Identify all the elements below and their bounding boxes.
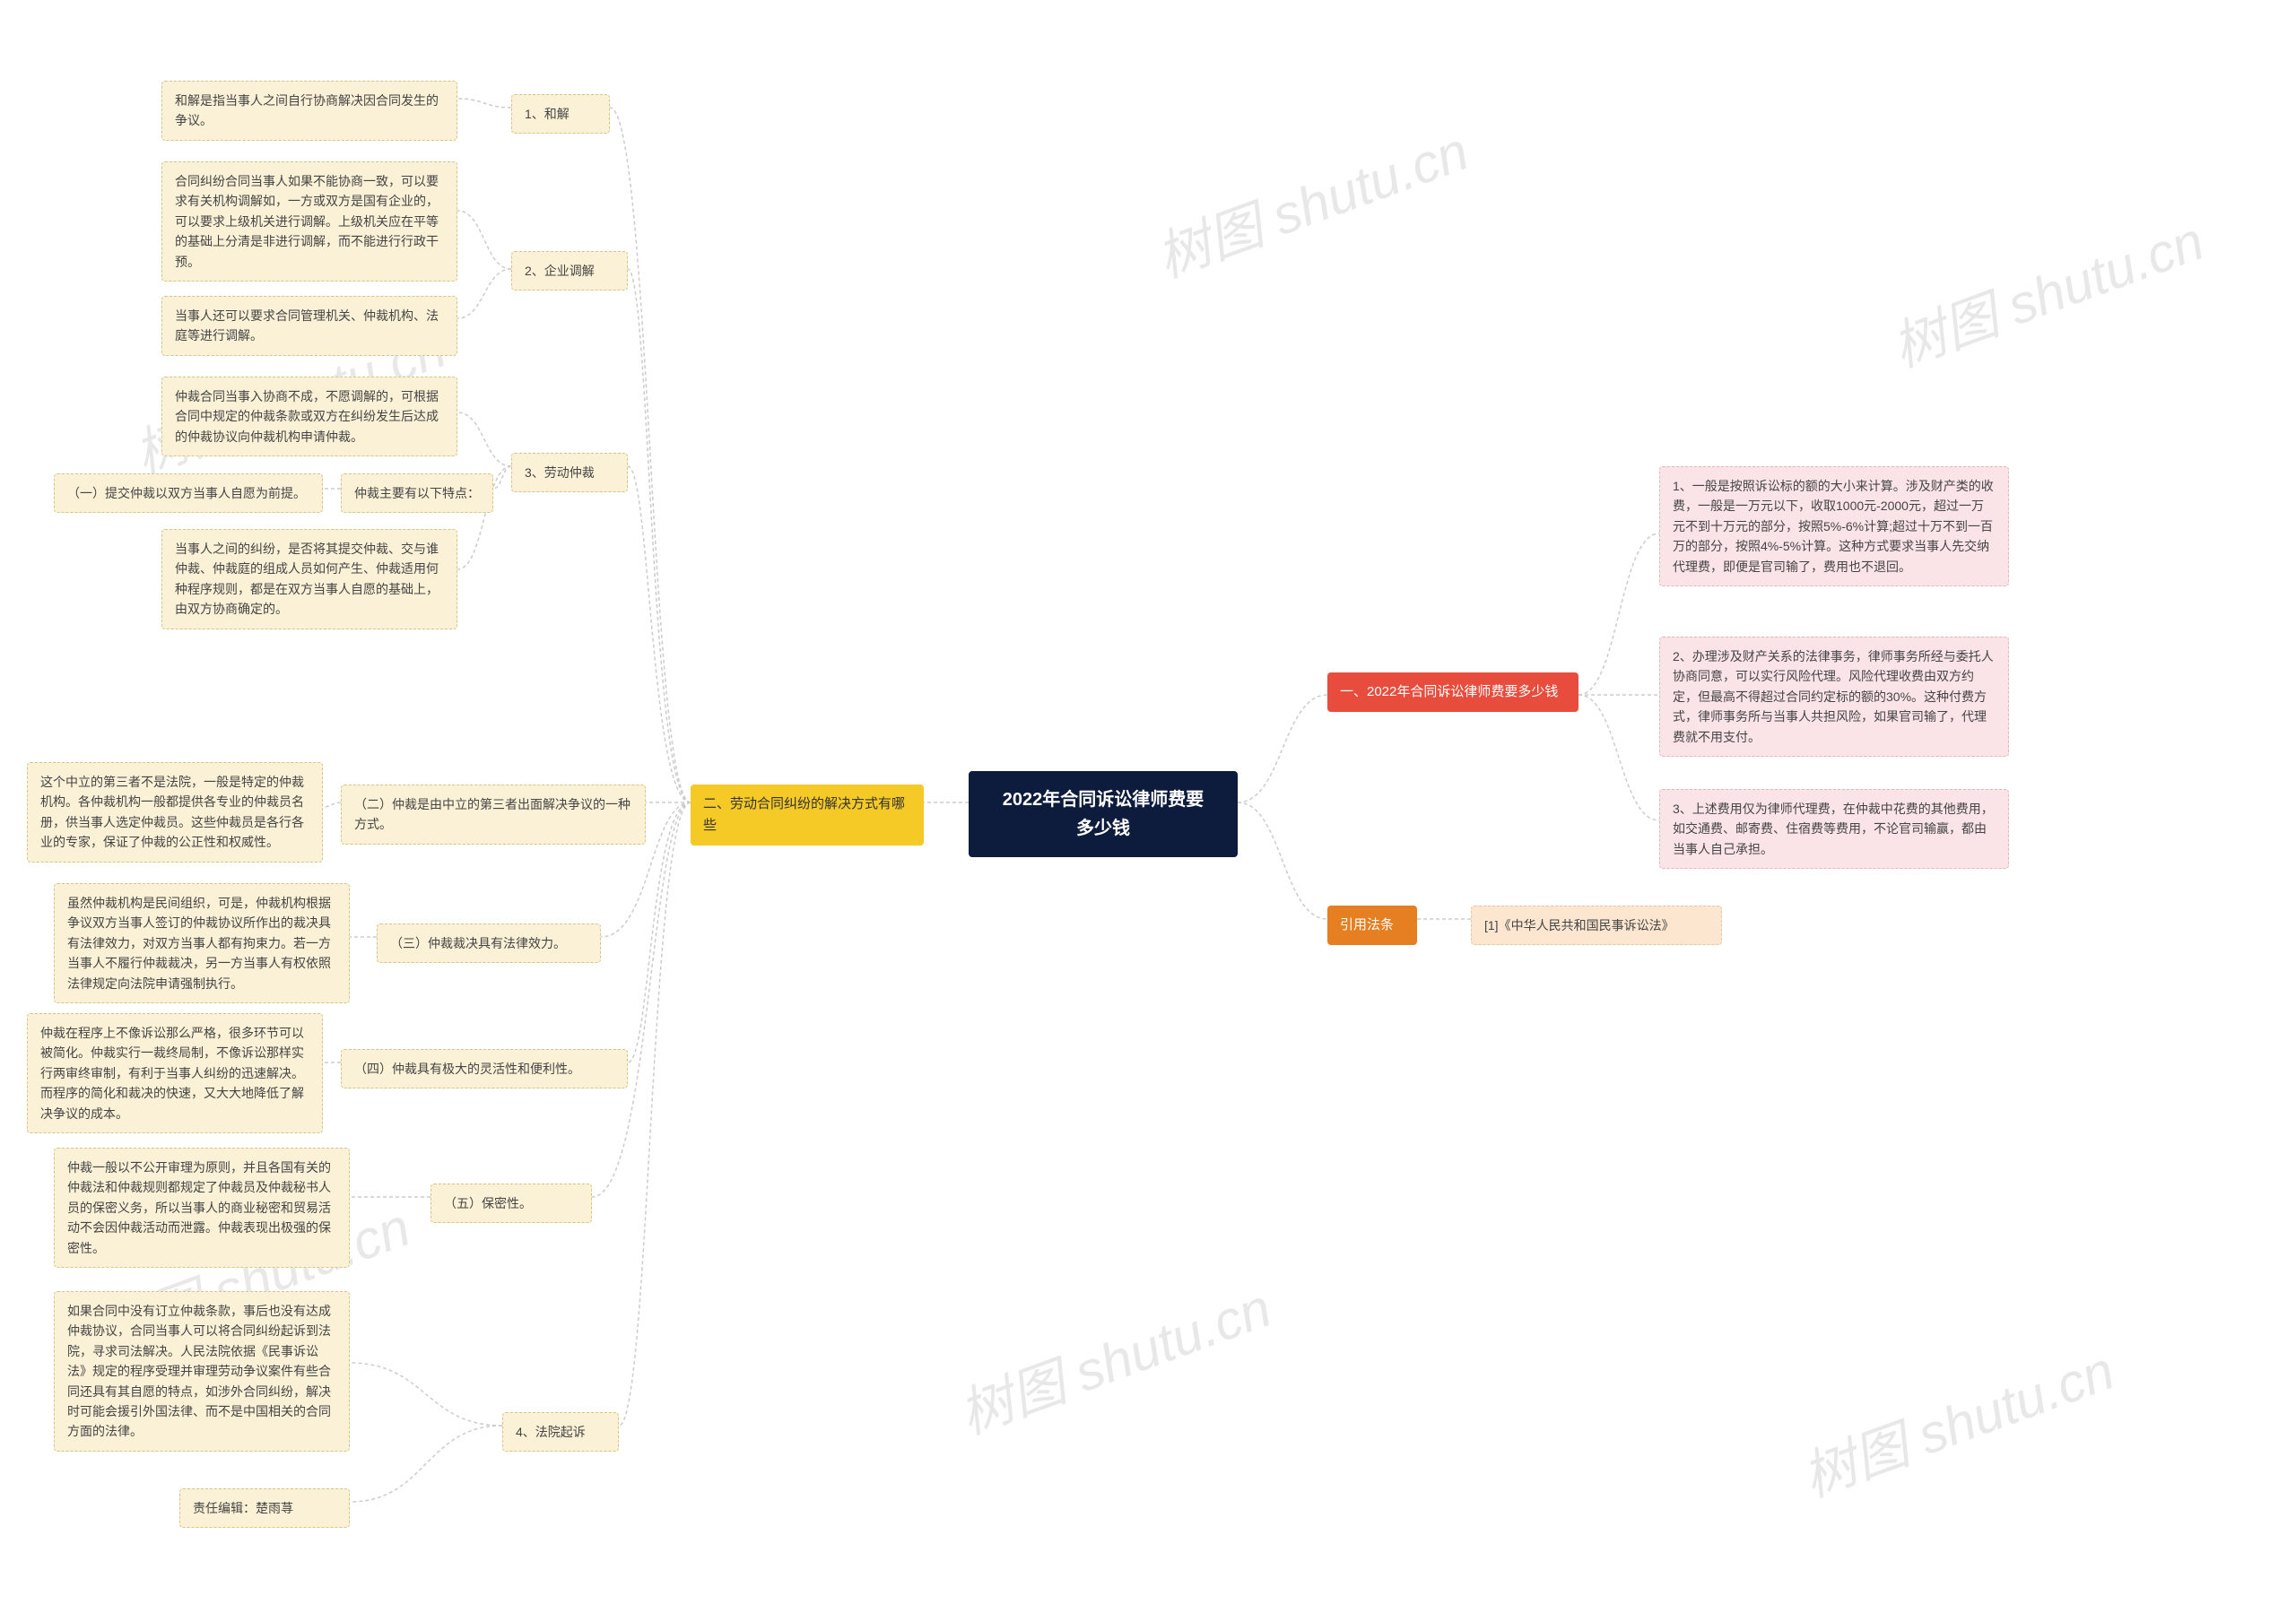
leaf-law-ref: [1]《中华人民共和国民事诉讼法》 <box>1471 906 1722 945</box>
leaf-arb-features-label: 仲裁主要有以下特点： <box>341 473 493 513</box>
branch-fee[interactable]: 一、2022年合同诉讼律师费要多少钱 <box>1327 672 1578 712</box>
watermark: 树图 shutu.cn <box>1790 1327 2123 1512</box>
branch-law-reference[interactable]: 引用法条 <box>1327 906 1417 945</box>
leaf-reconciliation-desc: 和解是指当事人之间自行协商解决因合同发生的争议。 <box>161 81 457 141</box>
watermark: 树图 shutu.cn <box>1144 108 1477 292</box>
leaf-fee-1: 1、一般是按照诉讼标的额的大小来计算。涉及财产类的收费，一般是一万元以下，收取1… <box>1659 466 2009 586</box>
leaf-arb-voluntary: （一）提交仲裁以双方当事人自愿为前提。 <box>54 473 323 513</box>
leaf-arb-effect-desc: 虽然仲裁机构是民间组织，可是，仲裁机构根据争议双方当事人签订的仲裁协议所作出的裁… <box>54 883 350 1003</box>
node-reconciliation[interactable]: 1、和解 <box>511 94 610 134</box>
leaf-litigation-desc: 如果合同中没有订立仲裁条款，事后也没有达成仲裁协议，合同当事人可以将合同纠纷起诉… <box>54 1291 350 1452</box>
node-arb-neutral[interactable]: （二）仲裁是由中立的第三者出面解决争议的一种方式。 <box>341 785 646 845</box>
leaf-fee-3: 3、上述费用仅为律师代理费，在仲裁中花费的其他费用，如交通费、邮寄费、住宿费等费… <box>1659 789 2009 869</box>
leaf-arb-desc2: 当事人之间的纠纷，是否将其提交仲裁、交与谁仲裁、仲裁庭的组成人员如何产生、仲裁适… <box>161 529 457 629</box>
root-node[interactable]: 2022年合同诉讼律师费要多少钱 <box>969 771 1238 857</box>
node-litigation[interactable]: 4、法院起诉 <box>502 1412 619 1452</box>
leaf-arb-flex-desc: 仲裁在程序上不像诉讼那么严格，很多环节可以被简化。仲裁实行一裁终局制，不像诉讼那… <box>27 1013 323 1133</box>
leaf-editor: 责任编辑：楚雨荨 <box>179 1488 350 1528</box>
node-arb-legal-effect[interactable]: （三）仲裁裁决具有法律效力。 <box>377 924 601 963</box>
branch-dispute-methods[interactable]: 二、劳动合同纠纷的解决方式有哪些 <box>691 785 924 846</box>
node-arb-confidential[interactable]: （五）保密性。 <box>430 1184 592 1223</box>
leaf-fee-2: 2、办理涉及财产关系的法律事务，律师事务所经与委托人协商同意，可以实行风险代理。… <box>1659 637 2009 757</box>
leaf-arb-neutral-desc: 这个中立的第三者不是法院，一般是特定的仲裁机构。各仲裁机构一般都提供各专业的仲裁… <box>27 762 323 863</box>
node-mediation[interactable]: 2、企业调解 <box>511 251 628 291</box>
node-arbitration[interactable]: 3、劳动仲裁 <box>511 453 628 492</box>
leaf-mediation-desc2: 当事人还可以要求合同管理机关、仲裁机构、法庭等进行调解。 <box>161 296 457 356</box>
watermark: 树图 shutu.cn <box>1880 197 2213 382</box>
leaf-mediation-desc1: 合同纠纷合同当事人如果不能协商一致，可以要求有关机构调解如，一方或双方是国有企业… <box>161 161 457 282</box>
leaf-arb-conf-desc: 仲裁一般以不公开审理为原则，并且各国有关的仲裁法和仲裁规则都规定了仲裁员及仲裁秘… <box>54 1148 350 1268</box>
watermark: 树图 shutu.cn <box>947 1264 1280 1449</box>
leaf-arb-desc1: 仲裁合同当事入协商不成，不愿调解的，可根据合同中规定的仲裁条款或双方在纠纷发生后… <box>161 377 457 456</box>
node-arb-flexibility[interactable]: （四）仲裁具有极大的灵活性和便利性。 <box>341 1049 628 1088</box>
